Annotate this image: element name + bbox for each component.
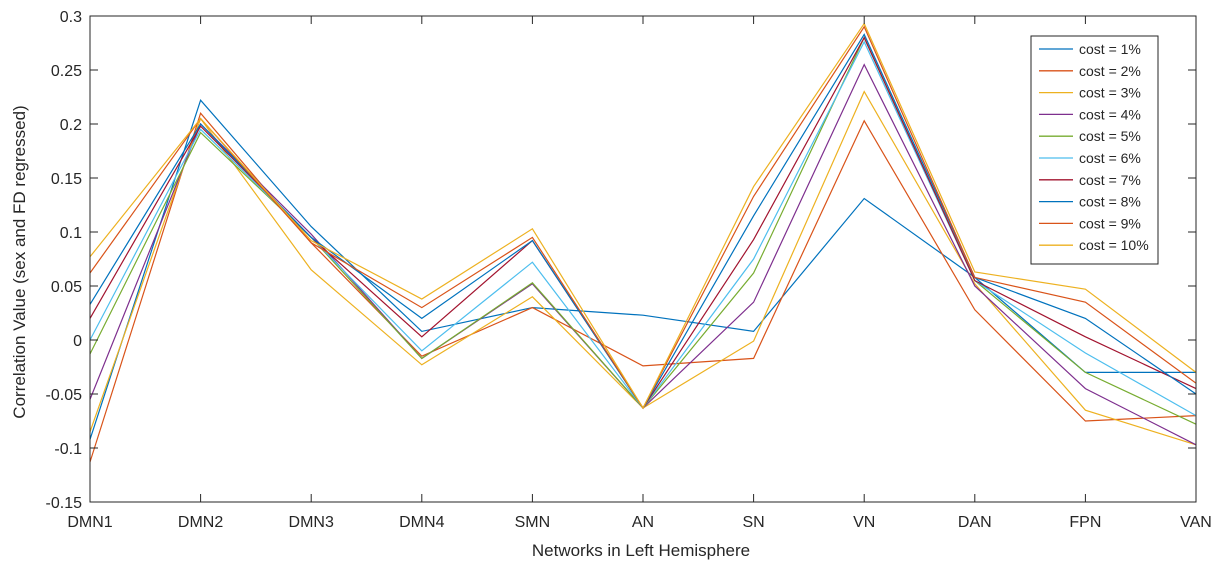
- y-tick-label: -0.15: [46, 495, 83, 512]
- plot-background: [90, 16, 1196, 502]
- y-axis-label: Correlation Value (sex and FD regressed): [10, 105, 29, 418]
- x-tick-label: AN: [632, 514, 654, 531]
- legend-label-6: cost = 6%: [1079, 150, 1141, 166]
- x-axis-label: Networks in Left Hemisphere: [532, 541, 750, 560]
- legend-label-1: cost = 1%: [1079, 41, 1141, 57]
- axes: [89, 15, 1197, 503]
- y-tick-label: 0: [73, 333, 82, 350]
- y-tick-label: 0.3: [60, 9, 82, 26]
- x-tick-label: FPN: [1069, 514, 1101, 531]
- y-tick-label: 0.2: [60, 117, 82, 134]
- tick-labels: -0.15 -0.1 -0.05 0 0.05 0.1 0.15 0.2 0.25 0.3 DMN1…: [46, 9, 1212, 531]
- x-tick-label: SN: [742, 514, 764, 531]
- y-tick-label: 0.15: [51, 171, 82, 188]
- y-tick-label: -0.1: [54, 441, 82, 458]
- legend-label-5: cost = 5%: [1079, 128, 1141, 144]
- x-tick-label: DMN2: [178, 514, 223, 531]
- x-tick-label: SMN: [515, 514, 551, 531]
- legend: cost = 1% cost = 2% cost = 3% cost = 4% cost…: [1030, 35, 1159, 265]
- x-tick-label: VAN: [1180, 514, 1212, 531]
- x-tick-label: DMN1: [67, 514, 112, 531]
- series-layer: [89, 22, 1197, 463]
- legend-box: [1030, 35, 1159, 265]
- legend-label-3: cost = 3%: [1079, 85, 1141, 101]
- legend-label-2: cost = 2%: [1079, 63, 1141, 79]
- legend-label-8: cost = 8%: [1079, 194, 1141, 210]
- series-line-1: [89, 99, 1196, 440]
- y-tick-label: 0.05: [51, 279, 82, 296]
- legend-label-10: cost = 10%: [1079, 237, 1149, 253]
- series-line-10: [89, 22, 1197, 410]
- legend-label-7: cost = 7%: [1079, 172, 1141, 188]
- x-tick-label: DAN: [958, 514, 992, 531]
- x-tick-label: DMN3: [289, 514, 334, 531]
- y-tick-label: -0.05: [46, 387, 83, 404]
- x-tick-label: VN: [853, 514, 875, 531]
- x-tick-label: DMN4: [399, 514, 444, 531]
- y-tick-label: 0.1: [60, 225, 82, 242]
- plot-area: [90, 16, 1196, 502]
- y-tick-label: 0.25: [51, 63, 82, 80]
- legend-label-4: cost = 4%: [1079, 106, 1141, 122]
- legend-label-9: cost = 9%: [1079, 215, 1141, 231]
